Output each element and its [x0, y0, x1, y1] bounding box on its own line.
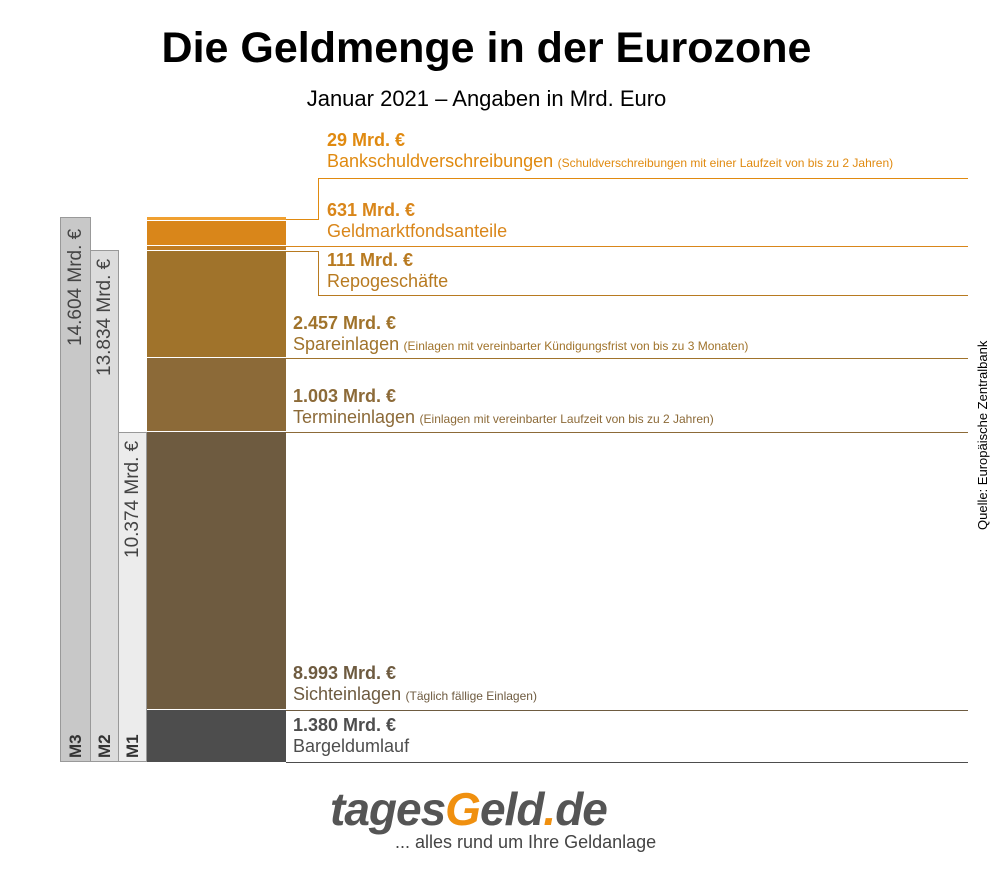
leader-line — [318, 178, 319, 219]
segment-value: 29 Mrd. € — [327, 130, 406, 150]
segment-label: 1.003 Mrd. € Termineinlagen (Einlagen mit… — [293, 386, 714, 428]
segment-label: 29 Mrd. € Bankschuldverschreibungen (Schu… — [327, 130, 893, 172]
segment-label: 8.993 Mrd. € Sichteinlagen (Täglich fälli… — [293, 663, 537, 705]
segment-description: (Einlagen mit vereinbarter Kündigungsfri… — [403, 339, 749, 353]
segment-label: 1.380 Mrd. € Bargeldumlauf — [293, 715, 409, 757]
aggregate-label: M2 — [95, 734, 114, 758]
segment-name: Repogeschäfte — [327, 271, 449, 291]
segment-description: (Täglich fällige Einlagen) — [405, 689, 537, 703]
leader-line — [318, 251, 319, 295]
segment-description: (Einlagen mit vereinbarter Laufzeit von … — [419, 412, 714, 426]
logo-text: eld — [479, 783, 544, 835]
logo-g: G — [445, 783, 481, 835]
segment-label: 111 Mrd. € Repogeschäfte — [327, 250, 448, 292]
segment-value: 2.457 Mrd. € — [293, 313, 397, 333]
segment-label: 631 Mrd. € Geldmarktfondsanteile — [327, 200, 507, 242]
aggregate-m2: 13.834 Mrd. € M2 — [90, 250, 119, 762]
bar-segment — [147, 432, 286, 710]
chart-subtitle: Januar 2021 – Angaben in Mrd. Euro — [306, 86, 667, 111]
bar-segment — [147, 358, 286, 432]
bar-segment — [147, 710, 286, 762]
chart-title: Die Geldmenge in der Eurozone — [161, 24, 812, 72]
segment-name: Bargeldumlauf — [293, 736, 410, 756]
aggregate-total: 14.604 Mrd. € — [65, 228, 86, 346]
segment-value: 1.380 Mrd. € — [293, 715, 397, 735]
leader-line — [286, 251, 319, 252]
bar-segment — [147, 246, 286, 251]
segment-value: 1.003 Mrd. € — [293, 386, 397, 406]
aggregate-total: 10.374 Mrd. € — [122, 440, 143, 558]
logo-dot: . — [543, 783, 556, 835]
segment-name: Spareinlagen — [293, 334, 400, 354]
segment-label: 2.457 Mrd. € Spareinlagen (Einlagen mit v… — [293, 313, 748, 355]
leader-line — [318, 178, 968, 179]
aggregate-label: M1 — [123, 734, 142, 758]
logo-text: tages — [330, 783, 446, 835]
segment-description: (Schuldverschreibungen mit einer Laufzei… — [557, 156, 894, 170]
leader-line — [286, 710, 968, 711]
segment-value: 111 Mrd. € — [327, 250, 414, 270]
aggregate-label: M3 — [66, 734, 85, 758]
bar-segment — [147, 217, 286, 221]
leader-line — [286, 219, 319, 220]
segment-name: Bankschuldverschreibungen — [327, 151, 554, 171]
aggregate-m1: 10.374 Mrd. € M1 — [118, 432, 147, 762]
segment-value: 631 Mrd. € — [327, 200, 416, 220]
leader-line — [286, 358, 968, 359]
logo-text: de — [555, 783, 608, 835]
segment-name: Sichteinlagen — [293, 684, 402, 704]
bar-segment — [147, 251, 286, 358]
aggregate-total: 13.834 Mrd. € — [94, 258, 115, 376]
segment-value: 8.993 Mrd. € — [293, 663, 397, 683]
logo-slogan: ... alles rund um Ihre Geldanlage — [395, 832, 657, 852]
segment-name: Geldmarktfondsanteile — [327, 221, 508, 241]
bar-segment — [147, 221, 286, 246]
source-note: Quelle: Europäische Zentralbank — [975, 340, 990, 530]
leader-line — [318, 295, 968, 296]
leader-line — [286, 246, 968, 247]
aggregate-m3: 14.604 Mrd. € M3 — [60, 217, 91, 762]
leader-line — [286, 432, 968, 433]
segment-name: Termineinlagen — [293, 407, 416, 427]
logo: tagesGeld.de — [330, 782, 608, 836]
leader-line — [286, 762, 968, 763]
